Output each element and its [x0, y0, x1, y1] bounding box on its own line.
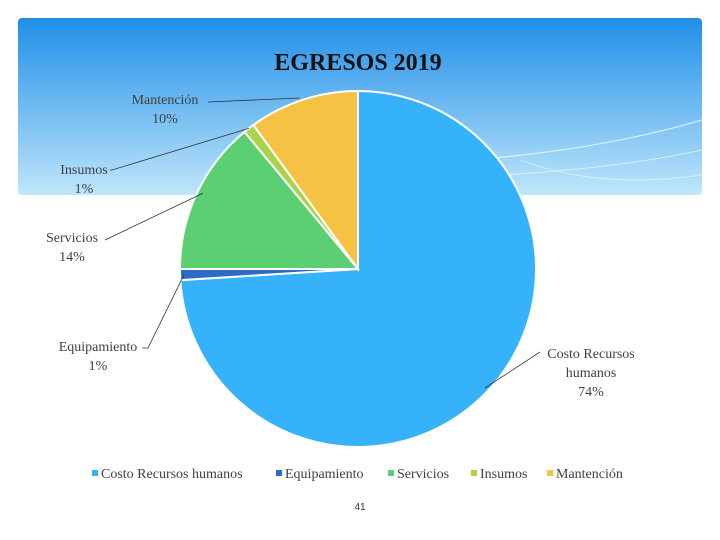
legend-swatch — [92, 470, 98, 476]
pie-slices — [178, 89, 537, 448]
leader-line — [207, 97, 301, 103]
legend-swatch — [471, 470, 477, 476]
pie-slice-mantenci-n — [251, 89, 359, 273]
data-label: Insumos 1% — [60, 163, 107, 197]
legend: Costo Recursos humanos Equipamiento Servic… — [92, 467, 623, 482]
leader-line — [104, 192, 204, 241]
leader-line — [142, 274, 185, 349]
chart-title: EGRESOS 2019 — [274, 50, 441, 76]
legend-swatch — [276, 470, 282, 476]
legend-label: Servicios — [397, 467, 449, 482]
data-label: Servicios 14% — [46, 231, 98, 265]
legend-swatch — [547, 470, 553, 476]
legend-label: Costo Recursos humanos — [101, 467, 243, 482]
leader-lines — [104, 97, 541, 389]
legend-label: Equipamiento — [285, 467, 364, 482]
panel-decorations — [469, 119, 703, 181]
data-labels: Costo Recursos humanos 74% Equipamiento 1% Se… — [46, 93, 635, 400]
data-label: Costo Recursos humanos 74% — [547, 347, 635, 400]
legend-label: Mantención — [556, 467, 623, 482]
leader-line — [484, 351, 541, 389]
page-number: 41 — [354, 502, 366, 513]
legend-swatch — [388, 470, 394, 476]
legend-label: Insumos — [480, 467, 527, 482]
leader-line — [110, 127, 250, 171]
data-label: Mantención 10% — [132, 93, 199, 127]
pie-slice-servicios — [178, 130, 361, 270]
data-label: Equipamiento 1% — [59, 340, 138, 374]
